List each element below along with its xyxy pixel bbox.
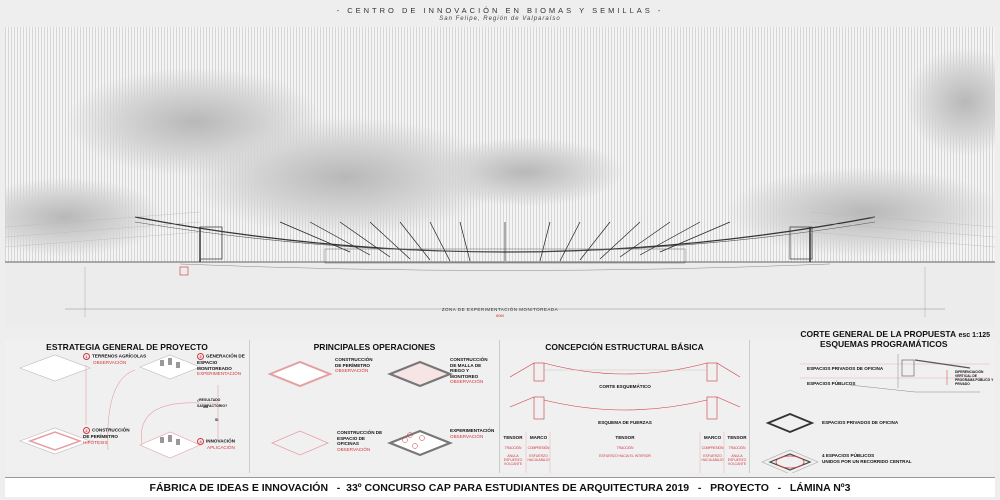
force-desc: ESFUERZO HACIA ABAJO (701, 454, 724, 463)
op-label: EXPERIMENTACIÓN (450, 428, 495, 433)
building-section-lines (5, 211, 995, 317)
step-sub: HIPÓTESIS (83, 439, 108, 445)
force-force: TRACCIÓN (728, 446, 746, 450)
step-number: 3 (197, 353, 204, 360)
estrategia-diagrams (19, 354, 219, 459)
poster-subtitle: San Felipe, Región de Valparaíso (439, 16, 561, 22)
label-diferenciacion: DIFERENCIACIÓN VERTICAL DE PROGRAMA PÚBL… (955, 370, 994, 386)
label-privados: ESPACIOS PRIVADOS DE OFICINA (807, 366, 884, 371)
op-label: CONSTRUCCIÓN DE ESPACIO DE OFICINAS (337, 430, 383, 446)
step-number: 2 (83, 427, 90, 434)
step-sub: OBSERVACIÓN (93, 360, 127, 365)
force-head: TENSOR (727, 435, 747, 440)
step-number: 1 (83, 353, 90, 360)
panel-estructural: CONCEPCIÓN ESTRUCTURAL BÁSICA CORTE ESQU… (500, 340, 750, 473)
label-publicos-2b: UNIDOS POR UN RECORRIDO CENTRAL (822, 458, 912, 464)
op-sub: OBSERVACIÓN (337, 446, 371, 452)
step-2: 2 CONSTRUCCIÓN DE PERÍMETRO HIPÓTESIS (83, 427, 133, 445)
dimension-value: 80M (496, 313, 504, 318)
corte-esquematico-label: CORTE ESQUEMÁTICO (599, 384, 651, 389)
force-head: MARCO (529, 435, 548, 440)
step-label: INNOVACIÓN (206, 438, 236, 444)
corte-title-text: CORTE GENERAL DE LA PROPUESTA (800, 329, 957, 339)
step-sub: APLICACIÓN (207, 445, 235, 450)
panel-title: ESQUEMAS PROGRAMÁTICOS (820, 339, 948, 349)
poster-title: - CENTRO DE INNOVACIÓN EN BIOMAS Y SEMIL… (336, 6, 664, 15)
panel-esquemas: ESQUEMAS PROGRAMÁTICOS ESPACIOS PRIVADOS… (750, 340, 995, 473)
footer-bar: FÁBRICA DE IDEAS E INNOVACIÓN - 33º CONC… (5, 477, 995, 497)
corte-title: CORTE GENERAL DE LA PROPUESTA esc 1:125 (800, 329, 990, 339)
label-publicos: ESPACIOS PÚBLICOS (807, 381, 856, 386)
op-perimetro: CONSTRUCCIÓN DE PERÍMETRO OBSERVACIÓN (335, 357, 380, 374)
panel-title: CONCEPCIÓN ESTRUCTURAL BÁSICA (545, 342, 704, 352)
answer-no: NO (203, 405, 209, 409)
answer-si: SI (215, 418, 219, 422)
panel-estrategia: ESTRATEGIA GENERAL DE PROYECTO 1 TERRENOS… (5, 340, 250, 473)
panel-title: PRINCIPALES OPERACIONES (313, 342, 436, 352)
step-sub: EXPERIMENTACIÓN (197, 371, 242, 376)
force-head: TENSOR (615, 435, 635, 440)
esquemas-diagrams (761, 354, 990, 473)
estructural-diagrams (509, 362, 741, 473)
step-3: 3 GENERACIÓN DE ESPACIO MONITOREADO EXPERI… (197, 353, 247, 377)
step-1: 1 TERRENOS AGRÍCOLAS OBSERVACIÓN (83, 353, 146, 366)
op-sub: OBSERVACIÓN (450, 379, 484, 384)
ground-plane (5, 262, 995, 327)
label-privados-2: ESPACIOS PRIVADOS DE OFICINA (822, 420, 899, 425)
op-sub: OBSERVACIÓN (335, 368, 369, 373)
operaciones-diagrams (267, 360, 453, 457)
building-section-drawing (5, 27, 995, 327)
force-force: COMPRESIÓN (527, 446, 550, 450)
op-label: CONSTRUCCIÓN DE PERÍMETRO (335, 357, 373, 368)
op-sub: OBSERVACIÓN (450, 433, 484, 439)
panel-operaciones: PRINCIPALES OPERACIONES CONSTRUCCIÓN DE … (250, 340, 500, 473)
dimension-label: ZONA DE EXPERIMENTACIÓN MONITOREADA (441, 307, 559, 312)
esquema-fuerzas-label: ESQUEMA DE FUERZAS (598, 420, 652, 425)
step-label: GENERACIÓN DE ESPACIO MONITOREADO (197, 353, 245, 371)
step-4: 4 INNOVACIÓN APLICACIÓN (197, 438, 235, 451)
force-desc: ESFUERZO HACIA EL INTERIOR (599, 454, 651, 458)
corte-scale: esc 1:125 (958, 332, 990, 339)
step-number: 4 (197, 438, 204, 445)
label-publicos-2: 4 ESPACIOS PÚBLICOS UNIDOS POR UN RECORRI… (822, 453, 912, 464)
force-desc: ANULA ESFUERZO VOLCANTE (727, 454, 747, 467)
label-publicos-2a: 4 ESPACIOS PÚBLICOS (822, 453, 875, 458)
op-malla: CONSTRUCCIÓN DE MALLA DE RIEGO Y MONITOR… (450, 357, 495, 385)
op-experimentacion: EXPERIMENTACIÓN OBSERVACIÓN (450, 428, 495, 439)
force-head: MARCO (703, 435, 722, 440)
op-oficinas: CONSTRUCCIÓN DE ESPACIO DE OFICINAS OBSER… (337, 430, 387, 452)
step-label: CONSTRUCCIÓN DE PERÍMETRO (83, 427, 130, 439)
force-force: TRACCIÓN (504, 446, 522, 450)
force-desc: ESFUERZO HACIA ABAJO (527, 454, 550, 463)
force-head: TENSOR (503, 435, 523, 440)
force-force: TRACCIÓN (616, 446, 634, 450)
force-force: COMPRESIÓN (701, 446, 724, 450)
force-desc: ANULA ESFUERZO VOLCANTE (503, 454, 523, 467)
step-label: TERRENOS AGRÍCOLAS (92, 353, 147, 359)
question: ¿RESULTADO SATISFACTORIO? (197, 398, 228, 408)
force-table: TENSOR TRACCIÓN ANULA ESFUERZO VOLCANTE MAR… (500, 435, 750, 473)
op-label: CONSTRUCCIÓN DE MALLA DE RIEGO Y MONITOR… (450, 357, 488, 379)
panel-title: ESTRATEGIA GENERAL DE PROYECTO (46, 342, 208, 352)
